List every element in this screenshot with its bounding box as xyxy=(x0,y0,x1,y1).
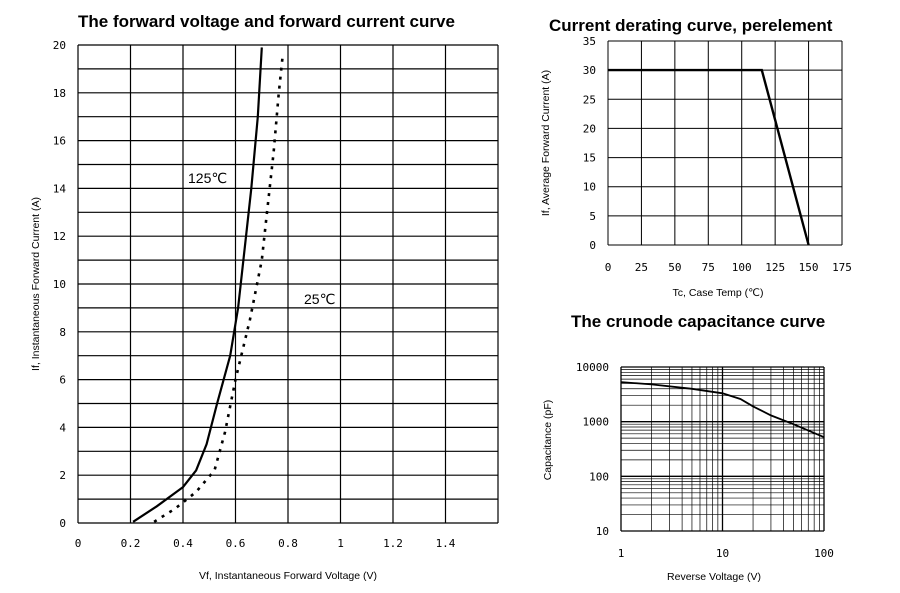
y-tick-label: 2 xyxy=(59,469,66,482)
x-axis-label: Reverse Voltage (V) xyxy=(667,571,761,583)
y-tick-label: 25 xyxy=(583,93,596,106)
y-tick-label: 10 xyxy=(583,181,596,194)
y-tick-label: 12 xyxy=(53,230,66,243)
y-tick-label: 35 xyxy=(583,35,596,48)
x-tick-label: 0.4 xyxy=(173,537,193,550)
y-tick-label: 15 xyxy=(583,152,596,165)
x-tick-label: 0.8 xyxy=(278,537,298,550)
y-tick-label: 100 xyxy=(589,470,609,483)
y-tick-label: 8 xyxy=(59,326,66,339)
x-tick-label: 0 xyxy=(75,537,82,550)
x-tick-label: 1.2 xyxy=(383,537,403,550)
y-tick-label: 0 xyxy=(59,517,66,530)
y-tick-label: 4 xyxy=(59,421,66,434)
x-tick-label: 100 xyxy=(732,261,752,274)
series-line-derating xyxy=(608,68,810,246)
y-tick-label: 20 xyxy=(583,122,596,135)
x-tick-label: 175 xyxy=(832,261,852,274)
y-tick-label: 5 xyxy=(589,210,596,223)
x-tick-label: 125 xyxy=(765,261,785,274)
y-tick-label: 30 xyxy=(583,64,596,77)
x-tick-label: 0.2 xyxy=(121,537,141,550)
x-tick-label: 25 xyxy=(635,261,648,274)
series-line-capacitance xyxy=(620,381,825,439)
chart-title-derating: Current derating curve, perelement xyxy=(549,16,833,35)
x-tick-label: 50 xyxy=(668,261,681,274)
y-axis-label: If, Average Forward Current (A) xyxy=(540,70,552,216)
x-tick-label: 75 xyxy=(702,261,715,274)
x-tick-label: 1 xyxy=(337,537,344,550)
x-tick-label: 1.4 xyxy=(436,537,456,550)
x-axis-label: Vf, Instantaneous Forward Voltage (V) xyxy=(199,570,377,582)
x-tick-label: 100 xyxy=(814,547,834,560)
x-tick-label: 0 xyxy=(605,261,612,274)
x-axis-label: Tc, Case Temp (℃) xyxy=(673,287,764,299)
y-tick-label: 6 xyxy=(59,374,66,387)
chart-title-forward: The forward voltage and forward current … xyxy=(78,12,455,31)
x-tick-label: 150 xyxy=(799,261,819,274)
x-tick-label: 0.6 xyxy=(226,537,246,550)
y-tick-label: 10 xyxy=(596,525,609,538)
chart-title-capacitance: The crunode capacitance curve xyxy=(571,312,826,331)
y-tick-label: 10000 xyxy=(576,361,609,374)
y-tick-label: 10 xyxy=(53,278,66,291)
x-tick-label: 1 xyxy=(618,547,625,560)
y-tick-label: 14 xyxy=(53,182,67,195)
annotation-125c: 125℃ xyxy=(188,170,227,186)
y-axis-label: Capacitance (pF) xyxy=(542,400,554,481)
y-tick-label: 20 xyxy=(53,39,66,52)
y-tick-label: 16 xyxy=(53,135,66,148)
y-tick-label: 0 xyxy=(589,239,596,252)
y-axis-label: If, Instantaneous Forward Current (A) xyxy=(30,197,42,371)
x-tick-label: 10 xyxy=(716,547,729,560)
annotation-25c: 25℃ xyxy=(304,291,335,307)
series-line-125c xyxy=(132,47,263,523)
series-line-25c xyxy=(153,54,285,523)
y-tick-label: 18 xyxy=(53,87,66,100)
y-tick-label: 1000 xyxy=(583,416,610,429)
